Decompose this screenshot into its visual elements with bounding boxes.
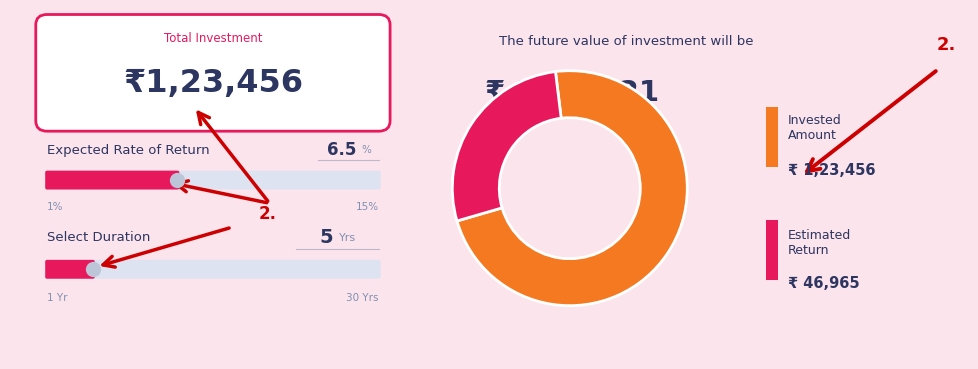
FancyBboxPatch shape: [45, 170, 179, 190]
FancyBboxPatch shape: [36, 14, 389, 131]
Text: Total Investment: Total Investment: [163, 32, 262, 45]
Text: ₹ 1,70,421: ₹ 1,70,421: [484, 79, 658, 107]
FancyBboxPatch shape: [45, 260, 380, 279]
FancyBboxPatch shape: [765, 107, 778, 167]
Text: Expected Rate of Return: Expected Rate of Return: [47, 144, 209, 156]
Text: 2.: 2.: [936, 37, 955, 54]
Wedge shape: [452, 72, 560, 221]
Wedge shape: [457, 71, 687, 306]
Text: Select Duration: Select Duration: [47, 231, 151, 244]
Text: 6.5: 6.5: [327, 141, 356, 159]
Text: Estimated
Return: Estimated Return: [787, 229, 850, 257]
Text: 15%: 15%: [355, 202, 378, 212]
Text: ₹ 1,23,456: ₹ 1,23,456: [787, 163, 874, 178]
Text: The future value of investment will be: The future value of investment will be: [499, 35, 753, 48]
Text: %: %: [362, 145, 372, 155]
Text: 1%: 1%: [47, 202, 64, 212]
FancyBboxPatch shape: [45, 260, 95, 279]
Text: ₹ 46,965: ₹ 46,965: [787, 276, 859, 292]
FancyBboxPatch shape: [765, 220, 778, 280]
Text: Yrs: Yrs: [338, 232, 356, 242]
FancyBboxPatch shape: [45, 170, 380, 190]
Text: Invested
Amount: Invested Amount: [787, 114, 841, 142]
Text: 2.: 2.: [258, 204, 276, 223]
Text: 5: 5: [320, 228, 333, 247]
Text: 30 Yrs: 30 Yrs: [346, 293, 378, 303]
Text: 1 Yr: 1 Yr: [47, 293, 67, 303]
Text: ₹1,23,456: ₹1,23,456: [123, 68, 302, 99]
